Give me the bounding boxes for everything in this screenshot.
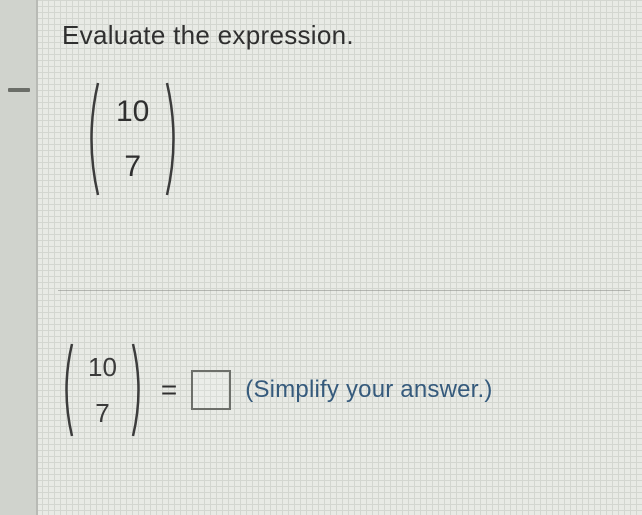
binomial-expression-answer: 10 7 xyxy=(58,340,147,440)
answer-hint: (Simplify your answer.) xyxy=(245,376,492,404)
binom-k: 7 xyxy=(116,152,149,182)
left-paren-icon xyxy=(58,340,76,440)
binomial-numbers-answer: 10 7 xyxy=(76,344,129,436)
answer-input[interactable] xyxy=(191,370,231,410)
right-paren-icon xyxy=(129,340,147,440)
margin-tick xyxy=(8,88,30,92)
left-paren-icon xyxy=(82,79,102,199)
left-margin-strip xyxy=(0,0,38,515)
right-paren-icon xyxy=(163,79,183,199)
equals-sign: = xyxy=(161,374,177,406)
binomial-numbers: 10 7 xyxy=(102,84,163,194)
section-divider xyxy=(58,290,630,291)
binom-answer-n: 10 xyxy=(88,354,117,380)
answer-row: 10 7 = (Simplify your answer.) xyxy=(58,340,493,440)
binom-answer-k: 7 xyxy=(88,400,117,426)
binom-n: 10 xyxy=(116,97,149,127)
content-area: Evaluate the expression. 10 7 10 7 = xyxy=(58,0,642,515)
binomial-expression: 10 7 xyxy=(82,79,183,199)
question-prompt: Evaluate the expression. xyxy=(62,20,642,51)
